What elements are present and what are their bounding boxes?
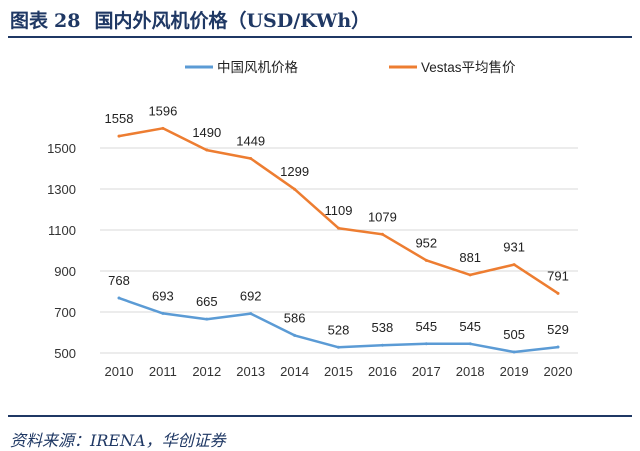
data-point [556,291,560,295]
x-tick-label: 2020 [544,364,573,379]
y-tick-label: 1300 [47,182,76,197]
data-label: 693 [152,288,174,303]
data-point [205,148,209,152]
data-label: 545 [415,319,437,334]
y-tick-label: 500 [54,346,76,361]
data-point [293,187,297,191]
figure-label: 图表 [10,10,49,32]
y-tick-label: 1100 [48,223,76,238]
data-point [556,345,560,349]
y-tick-label: 900 [54,264,76,279]
data-label: 1449 [236,133,265,148]
data-label: 768 [108,273,130,288]
legend-label: Vestas平均售价 [421,60,516,75]
data-point [424,258,428,262]
data-point [380,232,384,236]
x-tick-label: 2016 [368,364,397,379]
data-point [512,350,516,354]
data-point [468,342,472,346]
x-tick-label: 2015 [324,364,353,379]
data-label: 528 [328,322,350,337]
data-label: 1079 [368,209,397,224]
data-point [293,333,297,337]
y-tick-label: 700 [54,305,76,320]
figure-number: 28 [54,10,81,32]
figure-header: 图表 28 国内外风机价格（USD/KWh） [8,4,632,38]
y-tick-label: 1500 [47,141,76,156]
data-label: 1596 [148,103,177,118]
data-point [161,126,165,130]
data-label: 791 [547,268,569,283]
x-tick-label: 2011 [149,364,177,379]
data-label: 545 [459,319,481,334]
figure-title-text: 国内外风机价格（USD/KWh） [94,10,371,32]
x-tick-label: 2013 [236,364,265,379]
x-tick-label: 2019 [500,364,529,379]
data-label: 1109 [325,203,353,218]
x-tick-label: 2012 [192,364,221,379]
data-point [337,345,340,349]
data-point [424,342,428,346]
data-point [249,312,253,316]
data-label: 952 [415,235,437,250]
data-label: 1490 [192,125,221,140]
data-label: 505 [503,327,525,342]
source-note: 资料来源：IRENA，华创证券 [10,431,226,450]
data-label: 665 [196,294,218,309]
data-point [249,156,253,160]
data-point [205,317,209,321]
figure-title: 图表 28 国内外风机价格（USD/KWh） [10,6,370,33]
legend-label: 中国风机价格 [217,60,298,75]
line-chart: 500 700 900 1100 1300 1500 2010 2011 2012 2013 201… [47,60,578,379]
data-label: 586 [284,310,306,325]
data-point [468,273,472,277]
data-point [380,343,384,347]
data-label: 1299 [280,164,309,179]
data-point [161,311,165,315]
data-label: 529 [547,322,569,337]
x-tick-label: 2018 [456,364,485,379]
data-point [337,226,340,230]
data-label: 538 [372,320,394,335]
data-point [117,134,121,138]
figure-footer: 资料来源：IRENA，华创证券 [8,415,632,450]
data-label: 931 [503,240,525,255]
x-tick-label: 2010 [105,364,134,379]
data-label: 881 [459,250,481,265]
data-point [512,263,516,267]
x-tick-label: 2014 [280,364,309,379]
data-label: 692 [240,289,262,304]
data-label: 1558 [105,111,134,126]
x-tick-label: 2017 [412,364,441,379]
data-point [117,296,121,300]
